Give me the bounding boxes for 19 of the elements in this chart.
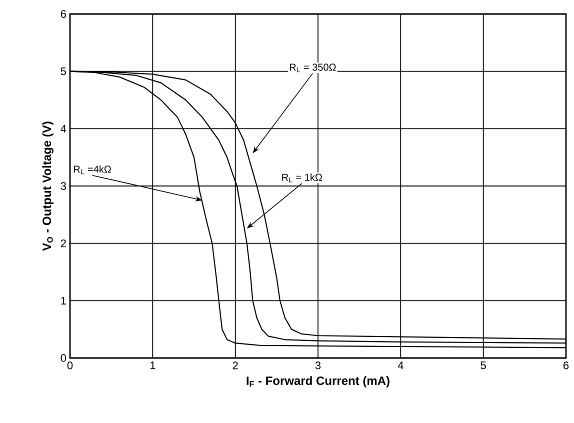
y-tick-label: 5	[60, 68, 66, 76]
x-tick-label: 1	[150, 362, 156, 370]
x-axis-title: I$_{F}$ - Forward Current (mA)	[246, 376, 390, 388]
x-tick-label: 3	[315, 362, 321, 370]
annotation: R$_{L}$ =4kΩ	[74, 165, 111, 174]
annotation: R$_{L}$ = 1kΩ	[282, 173, 322, 182]
y-tick-label: 2	[60, 239, 66, 248]
y-axis-title: V$_{O}$ - Output Voltage (V)	[42, 122, 54, 251]
y-tick-label: 6	[60, 10, 66, 18]
y-tick-label: 3	[60, 182, 66, 190]
x-tick-label: 5	[480, 362, 486, 370]
x-tick-label: 0	[67, 362, 73, 370]
x-tick-label: 2	[232, 362, 238, 370]
x-tick-label: 4	[398, 362, 404, 370]
y-tick-label: 4	[60, 124, 66, 132]
x-tick-label: 6	[563, 362, 569, 370]
annotation: R$_{L}$ = 350Ω	[290, 64, 336, 72]
y-tick-label: 1	[61, 296, 66, 304]
y-tick-label: 0	[60, 354, 66, 362]
